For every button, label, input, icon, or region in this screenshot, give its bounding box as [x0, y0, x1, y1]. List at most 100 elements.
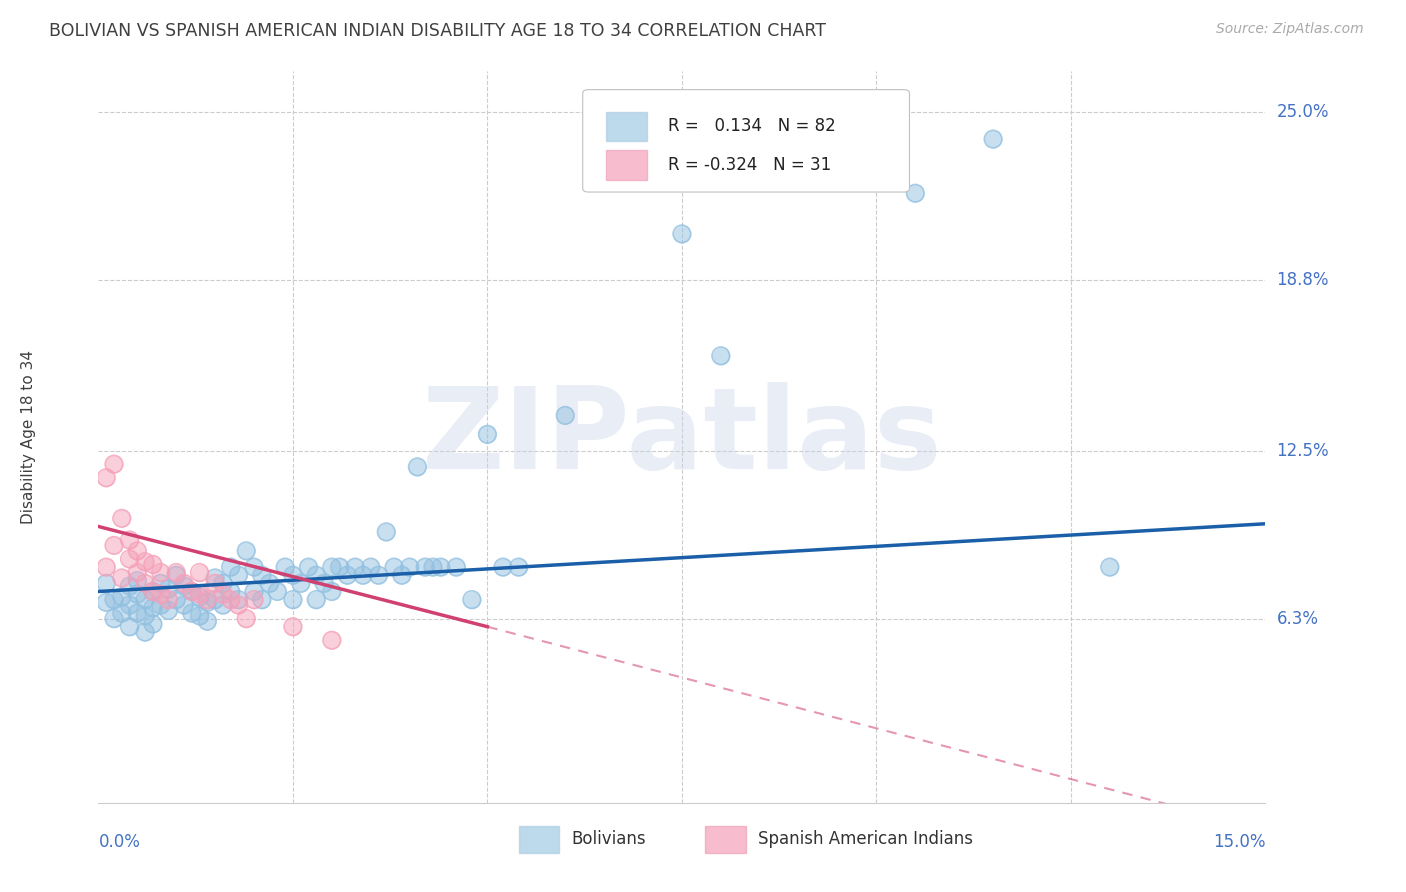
Point: [134, 625, 156, 640]
Point: [671, 227, 693, 241]
Point: [212, 587, 235, 601]
Point: [96, 471, 118, 485]
Point: [118, 552, 141, 566]
Point: [142, 558, 165, 572]
Point: [312, 576, 335, 591]
Point: [508, 560, 530, 574]
Point: [157, 603, 180, 617]
Point: [382, 560, 405, 574]
Point: [111, 606, 134, 620]
Point: [266, 584, 288, 599]
Point: [173, 576, 195, 591]
Point: [228, 592, 250, 607]
Point: [157, 603, 180, 617]
Point: [204, 571, 226, 585]
Point: [118, 620, 141, 634]
Point: [375, 524, 398, 539]
Point: [111, 571, 134, 585]
Point: [429, 560, 451, 574]
Point: [127, 606, 149, 620]
Point: [204, 592, 226, 607]
Point: [477, 427, 499, 442]
Point: [250, 592, 273, 607]
Point: [281, 568, 304, 582]
Text: Bolivians: Bolivians: [571, 830, 645, 848]
Text: Disability Age 18 to 34: Disability Age 18 to 34: [21, 350, 37, 524]
Point: [180, 584, 202, 599]
Point: [103, 592, 125, 607]
Point: [134, 592, 156, 607]
Point: [142, 584, 165, 599]
Point: [165, 592, 187, 607]
Point: [111, 511, 134, 525]
Point: [228, 568, 250, 582]
Point: [173, 579, 195, 593]
Point: [149, 587, 172, 601]
Point: [329, 560, 352, 574]
Point: [142, 600, 165, 615]
Text: 6.3%: 6.3%: [1277, 609, 1319, 628]
Point: [204, 592, 226, 607]
Point: [134, 555, 156, 569]
Point: [290, 576, 312, 591]
Point: [321, 633, 343, 648]
Point: [228, 598, 250, 612]
Point: [321, 584, 343, 599]
Point: [195, 592, 218, 607]
Point: [554, 409, 576, 423]
FancyBboxPatch shape: [606, 151, 647, 179]
Text: 12.5%: 12.5%: [1277, 442, 1329, 459]
Point: [360, 560, 382, 574]
FancyBboxPatch shape: [519, 826, 560, 853]
Point: [321, 633, 343, 648]
Point: [127, 606, 149, 620]
Point: [96, 595, 118, 609]
Point: [305, 592, 328, 607]
Point: [344, 560, 367, 574]
Point: [103, 611, 125, 625]
Point: [96, 560, 118, 574]
Point: [297, 560, 319, 574]
Point: [103, 538, 125, 552]
Point: [477, 427, 499, 442]
Point: [212, 576, 235, 591]
Point: [127, 544, 149, 558]
Point: [157, 582, 180, 596]
Point: [134, 555, 156, 569]
Point: [219, 592, 242, 607]
Point: [219, 592, 242, 607]
Point: [188, 587, 211, 601]
Point: [281, 620, 304, 634]
Point: [188, 590, 211, 604]
Point: [406, 459, 429, 474]
Point: [165, 568, 187, 582]
Point: [1098, 560, 1121, 574]
Point: [212, 587, 235, 601]
Point: [157, 592, 180, 607]
Point: [165, 566, 187, 580]
Point: [243, 592, 266, 607]
FancyBboxPatch shape: [706, 826, 747, 853]
Point: [508, 560, 530, 574]
Point: [250, 568, 273, 582]
Point: [321, 560, 343, 574]
Point: [266, 584, 288, 599]
Point: [118, 579, 141, 593]
Point: [180, 584, 202, 599]
Point: [127, 566, 149, 580]
Point: [904, 186, 927, 201]
Text: 0.0%: 0.0%: [98, 833, 141, 851]
Text: BOLIVIAN VS SPANISH AMERICAN INDIAN DISABILITY AGE 18 TO 34 CORRELATION CHART: BOLIVIAN VS SPANISH AMERICAN INDIAN DISA…: [49, 22, 827, 40]
Point: [321, 584, 343, 599]
Point: [195, 615, 218, 629]
Point: [321, 560, 343, 574]
Point: [111, 590, 134, 604]
Point: [142, 584, 165, 599]
Point: [243, 560, 266, 574]
Point: [96, 560, 118, 574]
Point: [297, 560, 319, 574]
Point: [281, 592, 304, 607]
Point: [228, 598, 250, 612]
Point: [188, 587, 211, 601]
Point: [235, 544, 257, 558]
